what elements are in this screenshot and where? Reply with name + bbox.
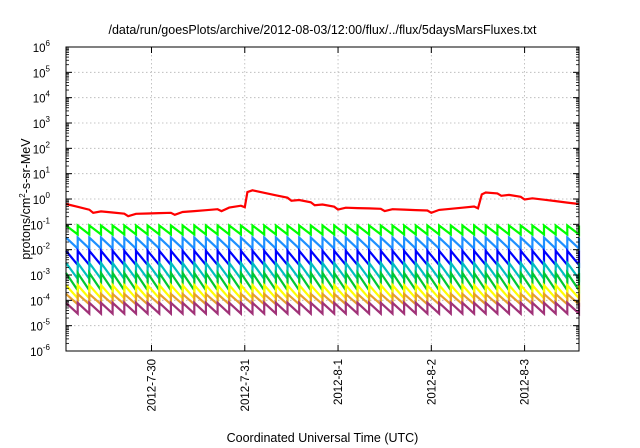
y-axis-label-superscript: 2 bbox=[18, 193, 27, 198]
y-tick-label: 106 bbox=[33, 39, 51, 55]
x-tick-label: 2012-8-2 bbox=[426, 359, 438, 405]
y-axis-label: protons/cm2-s-sr-MeV bbox=[18, 138, 33, 260]
axis-ticks bbox=[66, 46, 579, 352]
x-tick-label: 2012-7-30 bbox=[147, 359, 159, 411]
y-tick-label: 103 bbox=[33, 115, 51, 131]
x-tick-label: 2012-8-3 bbox=[520, 359, 532, 405]
y-tick-label: 101 bbox=[33, 166, 51, 182]
series-line-9 bbox=[65, 300, 581, 317]
series-line-7 bbox=[65, 282, 581, 302]
x-tick-label: 2012-8-1 bbox=[333, 359, 345, 405]
y-tick-label: 10-6 bbox=[30, 343, 50, 359]
y-axis-label-part-2: -s-sr-MeV bbox=[19, 138, 33, 194]
chart-title: /data/run/goesPlots/archive/2012-08-03/1… bbox=[108, 23, 537, 37]
y-tick-label: 10-3 bbox=[30, 267, 50, 283]
y-tick-label: 102 bbox=[33, 140, 51, 156]
y-tick-label: 10-4 bbox=[30, 292, 50, 308]
series-line-8 bbox=[65, 291, 581, 307]
x-tick-labels: 2012-7-30 2012-7-31 2012-8-1 2012-8-2 2012-8… bbox=[147, 359, 532, 411]
y-axis-label-part-1: protons/cm bbox=[19, 198, 33, 260]
y-tick-label: 10-1 bbox=[30, 216, 50, 232]
series-line-4 bbox=[65, 247, 581, 268]
y-tick-label: 104 bbox=[33, 90, 51, 106]
y-tick-label: 10-2 bbox=[30, 242, 50, 258]
series-layer bbox=[65, 189, 581, 317]
y-tick-label: 105 bbox=[33, 64, 51, 80]
y-tick-label: 100 bbox=[33, 191, 51, 207]
y-tick-labels: 10-6 10-5 10-4 10-3 10-2 10-1 100 101 102 103 104 1… bbox=[30, 39, 50, 359]
x-axis-label: Coordinated Universal Time (UTC) bbox=[227, 431, 419, 445]
series-line-6 bbox=[65, 269, 581, 294]
series-line-2 bbox=[65, 223, 581, 237]
y-tick-label: 10-5 bbox=[30, 318, 50, 334]
series-line-3 bbox=[65, 235, 581, 252]
series-line-5 bbox=[65, 259, 581, 283]
x-tick-label: 2012-7-31 bbox=[240, 359, 252, 411]
series-line-1 bbox=[65, 189, 580, 218]
